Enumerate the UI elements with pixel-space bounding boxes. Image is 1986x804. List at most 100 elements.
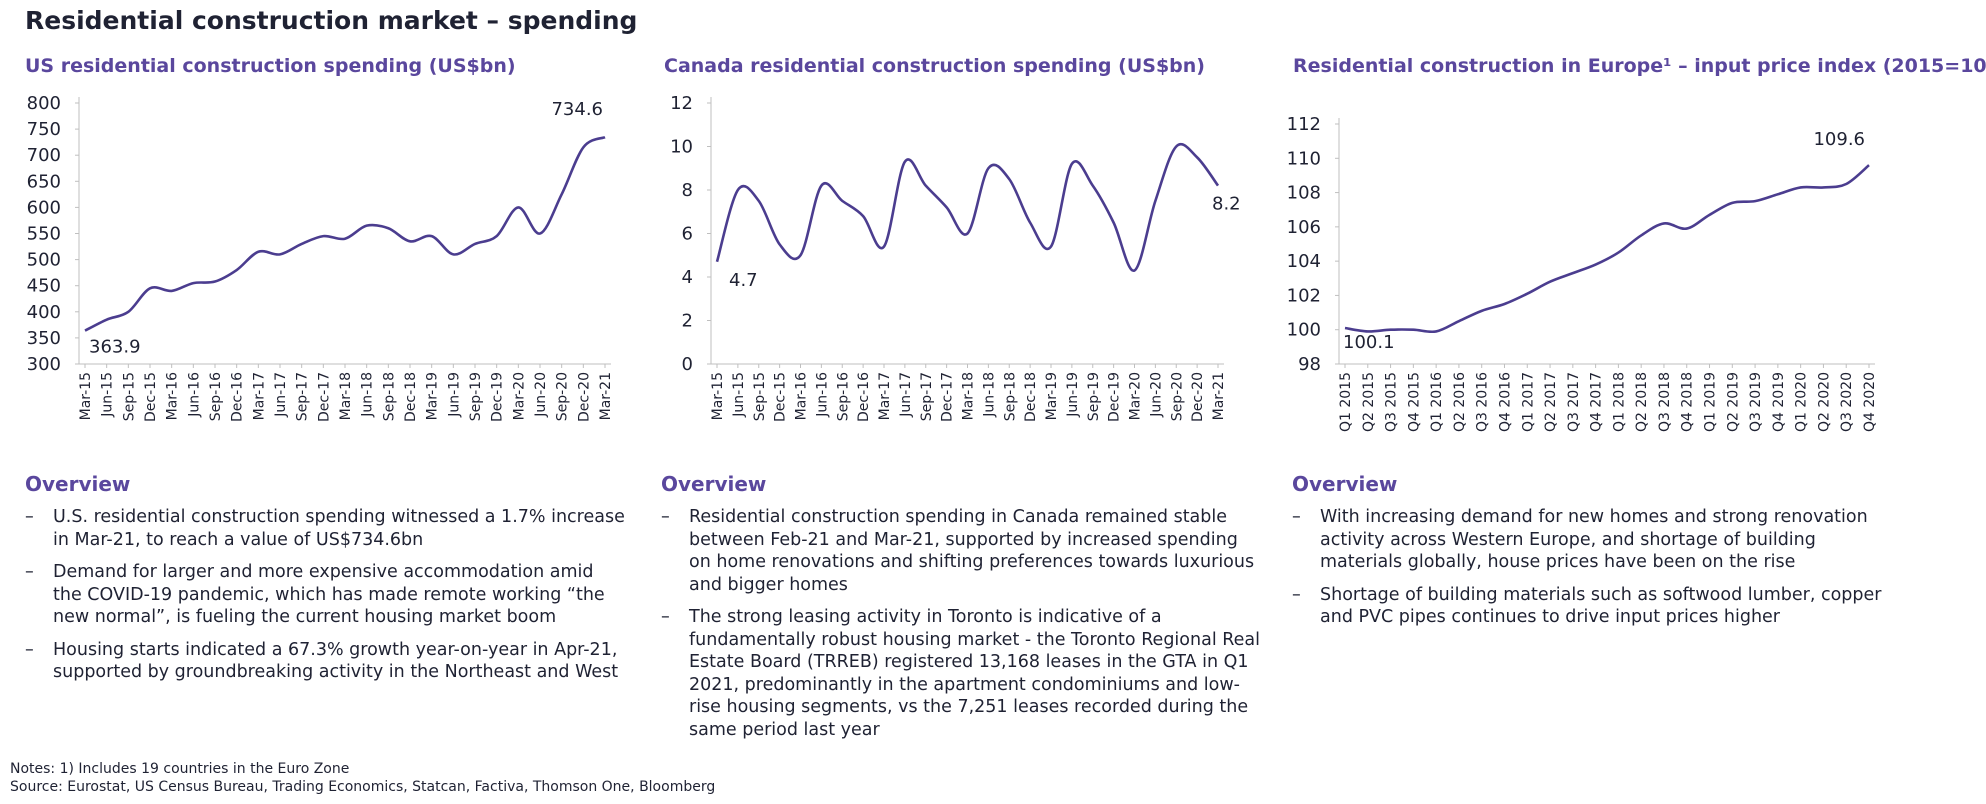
x-tick-label: Q4 2015 [1406, 372, 1422, 432]
overview-list: With increasing demand for new homes and… [1292, 506, 1892, 629]
x-tick-label: Sep-16 [208, 372, 224, 421]
data-label: 4.7 [729, 270, 758, 291]
x-tick-label: Mar-18 [338, 372, 354, 420]
y-tick-label: 0 [682, 354, 693, 375]
y-tick-label: 104 [1287, 251, 1321, 272]
x-tick-label: Dec-16 [230, 372, 246, 422]
x-tick-label: Q1 2019 [1703, 372, 1719, 432]
x-tick-label: Q1 2017 [1520, 372, 1536, 432]
x-tick-label: Dec-19 [490, 372, 506, 422]
x-tick-label: Jun-16 [814, 372, 830, 418]
overview-bullet: The strong leasing activity in Toronto i… [661, 606, 1261, 741]
x-tick-label: Jun-15 [100, 372, 116, 418]
x-tick-label: Sep-18 [1002, 372, 1018, 421]
x-tick-label: Dec-15 [773, 372, 789, 422]
x-tick-label: Jun-17 [273, 372, 289, 418]
overview: Overview With increasing demand for new … [1292, 472, 1892, 639]
x-tick-label: Q1 2015 [1338, 372, 1354, 432]
note: Notes: 1) Includes 19 countries in the E… [10, 761, 350, 777]
x-tick-label: Q2 2015 [1361, 372, 1377, 432]
overview-list: U.S. residential construction spending w… [25, 506, 625, 684]
x-tick-label: Dec-17 [940, 372, 956, 422]
overview-bullet: U.S. residential construction spending w… [25, 506, 625, 551]
data-label: 363.9 [89, 337, 141, 358]
x-tick-label: Dec-17 [316, 372, 332, 422]
x-tick-label: Q3 2020 [1839, 372, 1855, 432]
x-tick-label: Q4 2016 [1497, 372, 1513, 432]
x-tick-label: Q2 2019 [1725, 372, 1741, 432]
overview-bullet: Shortage of building materials such as s… [1292, 584, 1892, 629]
x-tick-label: Q4 2017 [1589, 372, 1605, 432]
y-tick-label: 106 [1287, 217, 1321, 238]
x-tick-label: Q2 2018 [1634, 372, 1650, 432]
x-tick-label: Q3 2015 [1384, 372, 1400, 432]
y-tick-label: 650 [27, 171, 61, 192]
x-tick-label: Jun-18 [981, 372, 997, 418]
y-tick-label: 6 [682, 224, 693, 245]
y-tick-label: 108 [1287, 183, 1321, 204]
data-line [715, 142, 1220, 272]
x-tick-label: Dec-16 [856, 372, 872, 422]
x-tick-label: Mar-18 [961, 372, 977, 420]
x-tick-label: Jun-17 [898, 372, 914, 418]
note: Source: Eurostat, US Census Bureau, Trad… [10, 779, 716, 795]
y-tick-label: 12 [670, 93, 693, 114]
x-tick-label: Mar-19 [425, 372, 441, 420]
overview-heading: Overview [25, 472, 131, 496]
x-tick-label: Q4 2020 [1862, 372, 1878, 432]
x-tick-label: Mar-20 [1128, 372, 1144, 420]
x-tick-label: Mar-21 [598, 372, 614, 420]
y-tick-label: 110 [1287, 148, 1321, 169]
x-tick-label: Q2 2017 [1543, 372, 1559, 432]
x-tick-label: Sep-19 [468, 372, 484, 421]
chart-title: Residential construction in Europe¹ – in… [1293, 55, 1986, 77]
y-tick-label: 450 [27, 276, 61, 297]
overview: Overview Residential construction spendi… [661, 472, 1261, 751]
x-tick-label: Q3 2018 [1657, 372, 1673, 432]
y-tick-label: 8 [682, 180, 693, 201]
y-tick-label: 10 [670, 137, 693, 158]
overview-bullet: With increasing demand for new homes and… [1292, 506, 1892, 574]
y-tick-label: 750 [27, 119, 61, 140]
y-tick-label: 400 [27, 302, 61, 323]
x-tick-label: Sep-19 [1086, 372, 1102, 421]
y-tick-label: 4 [682, 267, 693, 288]
x-tick-label: Dec-20 [1190, 372, 1206, 422]
x-tick-label: Dec-18 [403, 372, 419, 422]
data-line [84, 135, 606, 332]
overview-bullet: Housing starts indicated a 67.3% growth … [25, 639, 625, 684]
x-tick-label: Mar-19 [1044, 372, 1060, 420]
overview-heading: Overview [661, 472, 767, 496]
overview-heading: Overview [1292, 472, 1398, 496]
x-tick-label: Mar-17 [877, 372, 893, 420]
y-tick-label: 102 [1287, 285, 1321, 306]
x-tick-label: Q4 2019 [1771, 372, 1787, 432]
x-tick-label: Sep-15 [121, 372, 137, 421]
y-tick-label: 800 [27, 93, 61, 114]
x-tick-label: Dec-15 [143, 372, 159, 422]
y-tick-label: 2 [682, 311, 693, 332]
y-tick-label: 550 [27, 224, 61, 245]
charts: US residential construction spending (US… [25, 55, 1986, 432]
notes: Notes: 1) Includes 19 countries in the E… [10, 760, 715, 796]
x-tick-label: Mar-20 [511, 372, 527, 420]
x-tick-label: Jun-18 [360, 372, 376, 418]
x-tick-label: Q2 2020 [1816, 372, 1832, 432]
x-tick-label: Q3 2019 [1748, 372, 1764, 432]
x-tick-label: Dec-18 [1023, 372, 1039, 422]
y-tick-label: 300 [27, 354, 61, 375]
data-label: 100.1 [1343, 332, 1395, 353]
overview-list: Residential construction spending in Can… [661, 506, 1261, 741]
x-tick-label: Sep-16 [835, 372, 851, 421]
x-tick-label: Mar-16 [165, 372, 181, 420]
overview-bullet: Demand for larger and more expensive acc… [25, 561, 625, 629]
x-tick-label: Mar-17 [251, 372, 267, 420]
x-tick-label: Q3 2016 [1475, 372, 1491, 432]
y-tick-label: 500 [27, 250, 61, 271]
y-tick-label: 112 [1287, 114, 1321, 135]
y-tick-label: 600 [27, 197, 61, 218]
overview: Overview U.S. residential construction s… [25, 472, 625, 694]
x-tick-label: Sep-17 [295, 372, 311, 421]
data-label: 109.6 [1813, 129, 1865, 150]
